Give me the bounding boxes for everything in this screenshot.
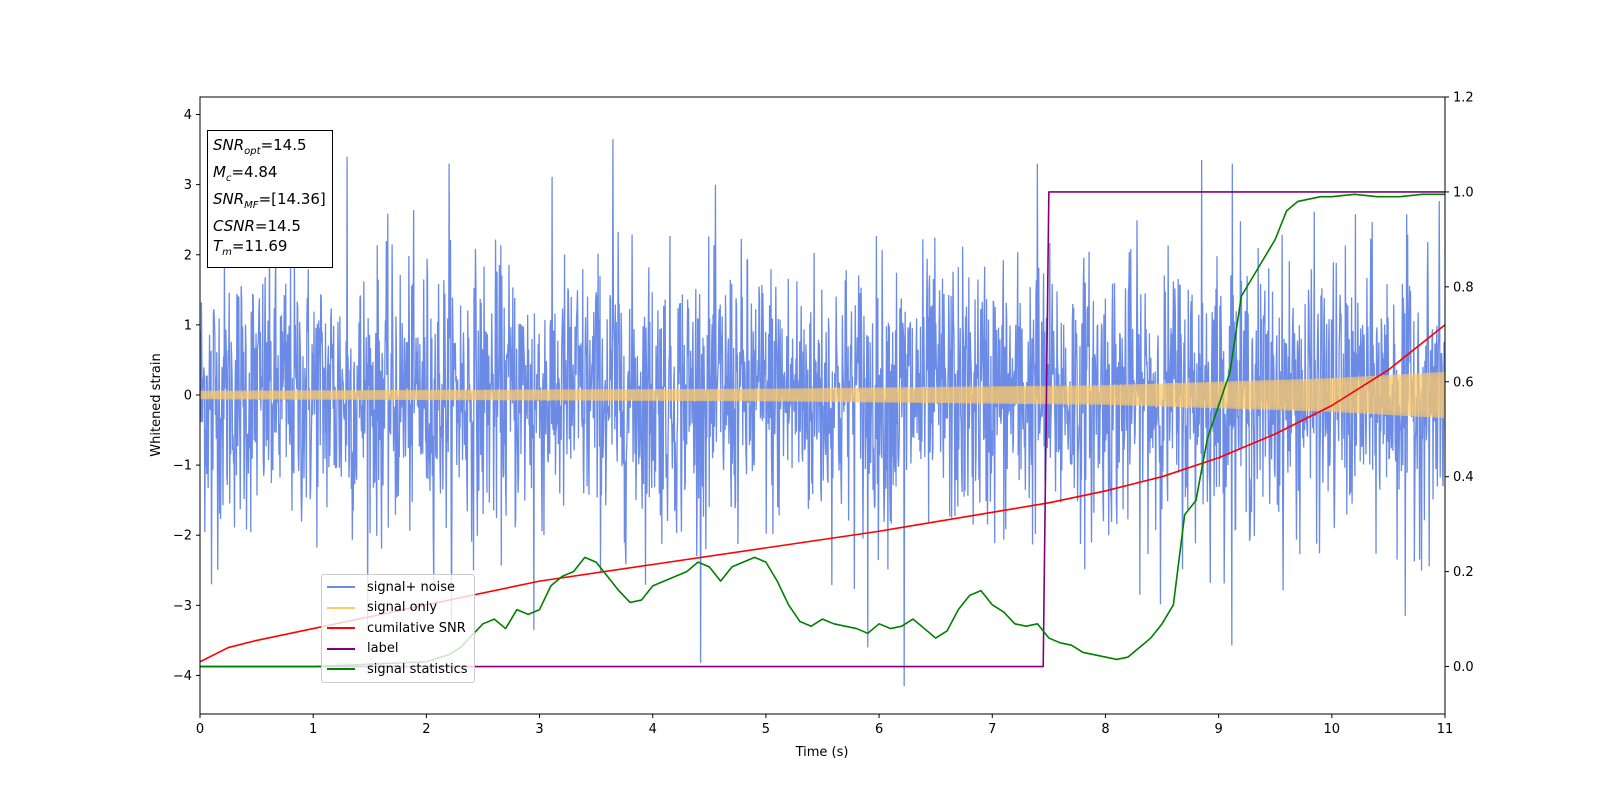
- info-snr-mf: SNRMF=[14.36]: [213, 190, 326, 211]
- x-tick-label: 0: [196, 722, 204, 737]
- y-tick-label: 0: [184, 388, 192, 403]
- x-tick-label: 2: [422, 722, 430, 737]
- series-signal-statistics: [200, 193, 1445, 668]
- y2-tick-label: 1.0: [1453, 185, 1474, 200]
- x-tick-label: 8: [1101, 722, 1109, 737]
- y2-tick-label: 0.2: [1453, 565, 1474, 580]
- legend-swatch-signal-noise: [327, 586, 355, 589]
- y-tick-label: −3: [173, 599, 192, 614]
- legend-swatch-signal-only: [327, 606, 355, 609]
- legend-item-signal-only: signal only: [327, 598, 468, 619]
- y2-tick-label: 0.0: [1453, 660, 1474, 675]
- legend-label-cumulative-snr: cumilative SNR: [367, 620, 466, 636]
- legend-label-signal-only: signal only: [367, 600, 438, 616]
- legend-label-label: label: [367, 641, 399, 657]
- x-tick-label: 1: [309, 722, 317, 737]
- x-tick-label: 5: [762, 722, 770, 737]
- y-tick-label: −2: [173, 529, 192, 544]
- plot-area-frame: [199, 96, 1446, 715]
- y2-tick-label: 0.6: [1453, 375, 1474, 390]
- y2-tick-label: 1.2: [1453, 91, 1474, 106]
- info-tm: Tm=11.69: [213, 237, 288, 258]
- x-tick-label: 6: [875, 722, 883, 737]
- info-box: SNRopt=14.5 Mc=4.84 SNRMF=[14.36] CSNR=1…: [207, 130, 333, 268]
- legend-label-signal-noise: signal+ noise: [367, 579, 456, 595]
- legend: signal+ noise signal only cumilative SNR…: [321, 574, 475, 683]
- legend-item-cumulative-snr: cumilative SNR: [327, 618, 468, 639]
- x-tick-label: 4: [649, 722, 657, 737]
- legend-item-signal-noise: signal+ noise: [327, 577, 468, 598]
- y2-tick-label: 0.4: [1453, 470, 1474, 485]
- info-snr-opt: SNRopt=14.5: [213, 136, 307, 157]
- legend-swatch-signal-statistics: [327, 668, 355, 671]
- legend-swatch-cumulative-snr: [327, 627, 355, 630]
- legend-item-label: label: [327, 639, 468, 660]
- x-axis-label: Time (s): [795, 745, 849, 760]
- series-label: [200, 191, 1445, 668]
- y-tick-label: 1: [184, 318, 192, 333]
- x-tick-label: 11: [1437, 722, 1454, 737]
- y-tick-label: 3: [184, 178, 192, 193]
- y-tick-label: 2: [184, 248, 192, 263]
- y-tick-label: 4: [184, 108, 192, 123]
- x-tick-label: 7: [988, 722, 996, 737]
- series-cumulative-snr: [200, 324, 1445, 663]
- info-mc: Mc=4.84: [213, 163, 278, 184]
- series-signal-only: [200, 371, 1445, 419]
- y-axis-label: Whitened strain: [149, 353, 164, 456]
- legend-label-signal-statistics: signal statistics: [367, 661, 468, 677]
- y-tick-label: −4: [173, 669, 192, 684]
- x-tick-label: 10: [1324, 722, 1341, 737]
- x-tick-label: 3: [535, 722, 543, 737]
- info-csnr: CSNR=14.5: [213, 217, 301, 235]
- y-tick-label: −1: [173, 459, 192, 474]
- legend-swatch-label: [327, 647, 355, 650]
- y2-tick-label: 0.8: [1453, 280, 1474, 295]
- legend-item-signal-statistics: signal statistics: [327, 659, 468, 680]
- x-tick-label: 9: [1214, 722, 1222, 737]
